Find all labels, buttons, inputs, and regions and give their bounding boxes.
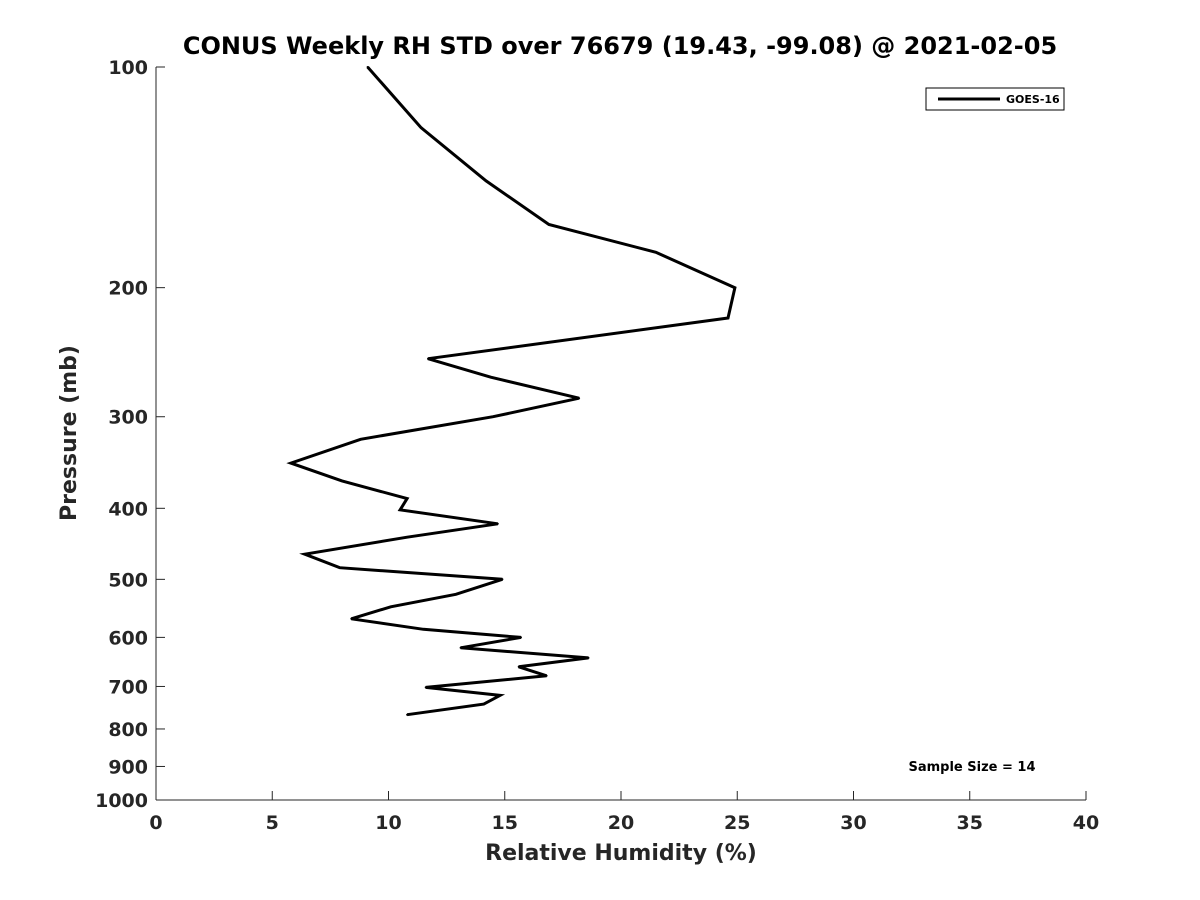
data-point (454, 593, 457, 596)
data-point (303, 553, 306, 556)
data-point (359, 438, 362, 441)
x-tick-label: 20 (608, 812, 634, 834)
data-point (406, 536, 409, 539)
data-point (587, 656, 590, 659)
y-axis-label: Pressure (mb) (57, 345, 82, 521)
data-point (733, 286, 736, 289)
y-ticks: 100 200 300 400 500 600 700 800 900 1000 (95, 57, 165, 812)
x-tick-label: 40 (1073, 812, 1099, 834)
x-tick-label: 15 (492, 812, 518, 834)
y-tick-label: 200 (108, 278, 148, 300)
data-point (459, 646, 462, 649)
x-tick-label: 5 (266, 812, 279, 834)
y-tick-label: 100 (108, 57, 148, 79)
x-tick-label: 35 (957, 812, 983, 834)
data-point (389, 605, 392, 608)
data-point (427, 357, 429, 360)
x-tick-label: 30 (840, 812, 866, 834)
data-point (547, 223, 550, 226)
data-point (406, 497, 409, 500)
data-point (399, 508, 402, 511)
legend-entry-label: GOES-16 (1006, 93, 1060, 106)
y-tick-label: 400 (108, 498, 148, 520)
series-line-goes-16 (286, 66, 737, 717)
x-axis-label: Relative Humidity (%) (485, 841, 757, 866)
y-tick-label: 900 (108, 756, 148, 778)
y-tick-label: 500 (108, 569, 148, 591)
series-layer (286, 66, 737, 717)
y-tick-label: 600 (108, 627, 148, 649)
y-tick-label: 800 (108, 719, 148, 741)
data-point (496, 522, 499, 525)
data-point (492, 415, 495, 418)
data-point (406, 713, 409, 716)
data-point (501, 578, 504, 581)
x-tick-label: 0 (149, 812, 162, 834)
data-point (545, 674, 548, 677)
data-point (424, 686, 427, 689)
data-point (482, 703, 485, 706)
x-tick-label: 25 (724, 812, 750, 834)
data-point (420, 126, 423, 129)
y-tick-label: 1000 (95, 790, 148, 812)
data-point (341, 479, 343, 482)
data-point (654, 251, 657, 254)
data-point (289, 462, 292, 465)
x-ticks: 0 5 10 15 20 25 30 35 40 (149, 791, 1099, 834)
legend: GOES-16 (925, 87, 1065, 111)
data-point (520, 636, 522, 639)
data-point (338, 566, 341, 569)
data-point (485, 179, 488, 182)
x-tick-label: 10 (375, 812, 401, 834)
data-point (422, 628, 425, 631)
data-point (727, 317, 729, 319)
y-tick-label: 700 (108, 676, 148, 698)
data-point (350, 617, 353, 620)
sample-size-annotation: Sample Size = 14 (908, 760, 1035, 775)
data-point (499, 694, 502, 697)
chart-title: CONUS Weekly RH STD over 76679 (19.43, -… (183, 32, 1057, 60)
data-point (489, 376, 492, 379)
data-point (366, 66, 369, 68)
y-tick-label: 300 (108, 407, 148, 429)
data-point (517, 665, 520, 668)
plot-frame (155, 67, 1086, 801)
data-point (578, 397, 581, 400)
